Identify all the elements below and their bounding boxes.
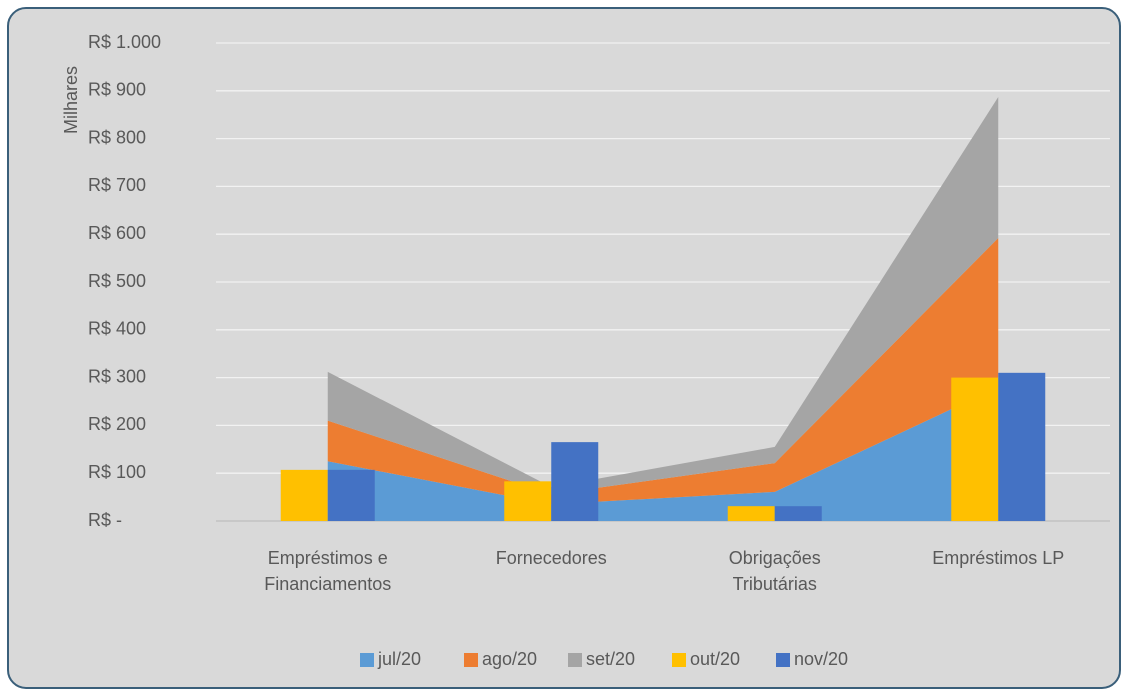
bar [951,377,999,521]
legend-label: nov/20 [794,649,848,669]
y-tick-label: R$ 300 [88,366,146,386]
area [327,238,999,505]
legend-swatch [672,653,686,667]
bar [727,506,775,521]
y-tick-label: R$ 700 [88,175,146,195]
legend-swatch [360,653,374,667]
x-tick-label: Fornecedores [495,548,607,568]
legend-swatch [776,653,790,667]
bar [327,469,375,521]
bar [551,442,599,521]
bar [504,481,552,521]
x-tick-label: Obrigações Tributárias [728,548,821,594]
bar [998,372,1046,521]
bar [280,469,328,521]
y-axis-title: Milhares [61,66,81,134]
legend-label: set/20 [586,649,635,669]
y-tick-label: R$ 800 [88,127,146,147]
area [327,97,999,495]
x-tick-label: Empréstimos e Financiamentos [264,548,392,594]
area [327,387,999,521]
y-tick-label: R$ 600 [88,223,146,243]
y-tick-label: R$ 900 [88,80,146,100]
y-tick-label: R$ 200 [88,414,146,434]
y-tick-label: R$ 400 [88,319,146,339]
legend-swatch [568,653,582,667]
y-tick-label: R$ 1.000 [88,32,161,52]
legend-label: jul/20 [377,649,421,669]
legend-label: ago/20 [482,649,537,669]
bar [774,506,822,521]
y-tick-label: R$ 100 [88,462,146,482]
legend-swatch [464,653,478,667]
legend-label: out/20 [690,649,740,669]
y-tick-label: R$ - [88,510,122,530]
y-tick-label: R$ 500 [88,271,146,291]
x-tick-label: Empréstimos LP [932,548,1065,568]
